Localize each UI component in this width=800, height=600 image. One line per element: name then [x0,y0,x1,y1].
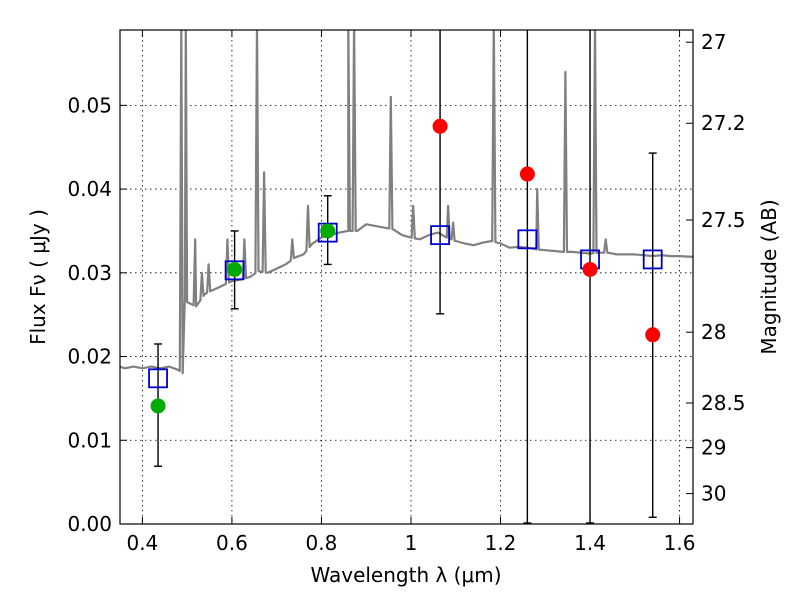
tick-layer: 0.4 0.6 0.8 1 1.2 1.4 1.6 0.00 0.01 0.02 0.03 0.04 0… [67,30,746,555]
model-photometry-point [224,260,245,281]
upper-limit-point [582,261,598,277]
mag-tick-label: 29 [701,436,726,460]
upper-limit-point [519,166,535,182]
x-tick-label: 1.6 [664,531,696,555]
upper-limit-point [645,327,661,343]
y-tick-label: 0.01 [67,428,112,452]
model-photometry-point [517,229,538,250]
mag-tick-label: 28 [701,320,726,344]
marker-layer [148,118,663,414]
y-tick-label: 0.02 [67,345,112,369]
spectrum-line [120,30,693,375]
mag-tick-label: 28.5 [701,391,746,415]
x-tick-label: 0.4 [126,531,158,555]
mag-tick-label: 30 [701,482,726,506]
model-photometry-point [148,368,168,389]
y-axis-label: Flux Fν ( μJy ) [26,209,50,345]
upper-limit-point [432,118,448,134]
grid-layer [120,30,693,524]
x-axis-label: Wavelength λ (μm) [310,563,501,587]
x-tick-label: 0.8 [306,531,338,555]
y-tick-label: 0.03 [67,261,112,285]
x-tick-label: 1.2 [485,531,517,555]
detection-point [320,223,336,239]
mag-tick-label: 27 [701,30,726,54]
y-axis-right-label: Magnitude (AB) [757,199,781,354]
detection-point [227,261,243,277]
detection-point [150,398,166,414]
x-tick-label: 1 [405,531,418,555]
mag-tick-label: 27.5 [701,208,746,232]
x-tick-label: 0.6 [216,531,248,555]
mag-tick-label: 27.2 [701,111,746,135]
data-layer [120,30,693,524]
y-tick-label: 0.04 [67,177,112,201]
plot-frame [119,29,694,525]
y-tick-label: 0.00 [67,512,112,536]
model-photometry-point [642,249,663,270]
y-tick-label: 0.05 [67,93,112,117]
x-tick-label: 1.4 [574,531,606,555]
model-photometry-point [430,225,450,246]
